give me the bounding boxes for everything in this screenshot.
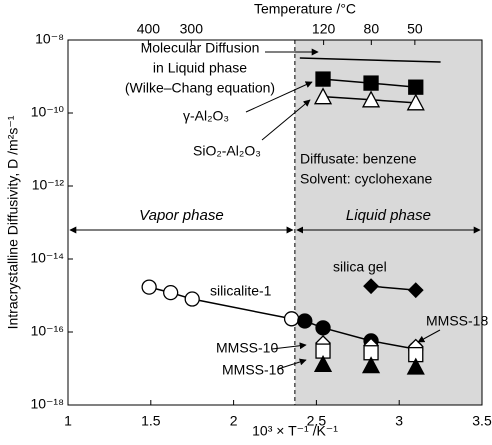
series-label: γ-Al₂O₃ — [183, 108, 229, 124]
x-tick-label: 3.5 — [472, 413, 492, 429]
label-arrow — [417, 329, 441, 343]
top-tick-label: 80 — [364, 21, 380, 37]
series-line — [299, 57, 441, 63]
plot-frame — [67, 39, 483, 406]
top-tick-label: 300 — [180, 21, 204, 37]
diamond-marker — [363, 278, 379, 295]
x-tick-label: 1.5 — [141, 413, 161, 429]
y-tick-label: 10⁻⁸ — [35, 31, 64, 47]
label-arrow — [245, 81, 313, 113]
triangle-marker — [361, 90, 381, 108]
y-axis-title: Intracrystalline Diffusivity, D /m²s⁻¹ — [5, 115, 21, 329]
series-label: MMSS-18 — [426, 313, 488, 329]
y-tick-label: 10⁻¹⁶ — [31, 323, 64, 339]
triangle-marker — [313, 87, 333, 105]
series-line — [370, 285, 416, 291]
square-marker — [315, 71, 331, 87]
top-tick-label: 120 — [312, 21, 336, 37]
annotation: Diffusate: benzene — [300, 151, 417, 167]
y-tick-label: 10⁻¹⁰ — [31, 104, 65, 120]
square-marker — [408, 79, 424, 95]
triangle-marker — [313, 354, 333, 372]
x-tick-label: 2 — [230, 413, 238, 429]
triangle-marker — [406, 357, 425, 375]
square-marker — [363, 75, 379, 91]
label-arrow — [271, 342, 307, 350]
label-arrow — [277, 358, 307, 370]
top-tick-label: 400 — [137, 21, 161, 37]
x-tick-label: 2.5 — [307, 413, 327, 429]
circle-marker — [163, 284, 179, 301]
series-label: MMSS-10 — [216, 340, 278, 356]
top-tick-label: 50 — [407, 21, 423, 37]
circle-marker — [297, 313, 313, 329]
region-label: Vapor phase — [139, 207, 224, 224]
y-tick-label: 10⁻¹⁴ — [30, 250, 64, 266]
circle-marker — [184, 291, 200, 307]
top-axis-title: Temperature /°C — [254, 1, 356, 17]
circle-marker — [315, 320, 331, 336]
y-tick-label: 10⁻¹⁸ — [30, 396, 64, 412]
y-tick-label: 10⁻¹² — [32, 177, 65, 193]
series-label: silica gel — [333, 259, 387, 275]
series-label: SiO₂-Al₂O₃ — [193, 143, 261, 159]
triangle-marker — [406, 93, 425, 111]
annotation: Molecular Diffusion — [141, 40, 260, 56]
x-tick-label: 3 — [395, 413, 403, 429]
triangle-marker — [361, 356, 381, 374]
circle-marker — [283, 311, 300, 327]
annotation: Solvent: cyclohexane — [300, 171, 433, 187]
x-tick-label: 1 — [64, 413, 72, 429]
region-label: Liquid phase — [346, 207, 431, 224]
label-arrow — [261, 99, 311, 141]
series-label: silicalite-1 — [210, 283, 272, 299]
series-label: MMSS-16 — [222, 362, 284, 378]
diamond-marker — [407, 282, 424, 299]
annotation: in Liquid phase — [153, 60, 247, 76]
annotation: (Wilke–Chang equation) — [125, 80, 275, 96]
foreground-layer: 1 1.5 2 2.5 3 3.5 10⁻⁸ 10⁻¹⁰ 10⁻¹² 10⁻¹⁴ 10⁻¹⁶ 10⁻¹… — [5, 1, 492, 439]
circle-marker — [141, 279, 157, 295]
x-axis-title: 10³ × T⁻¹ /K⁻¹ — [252, 423, 338, 439]
